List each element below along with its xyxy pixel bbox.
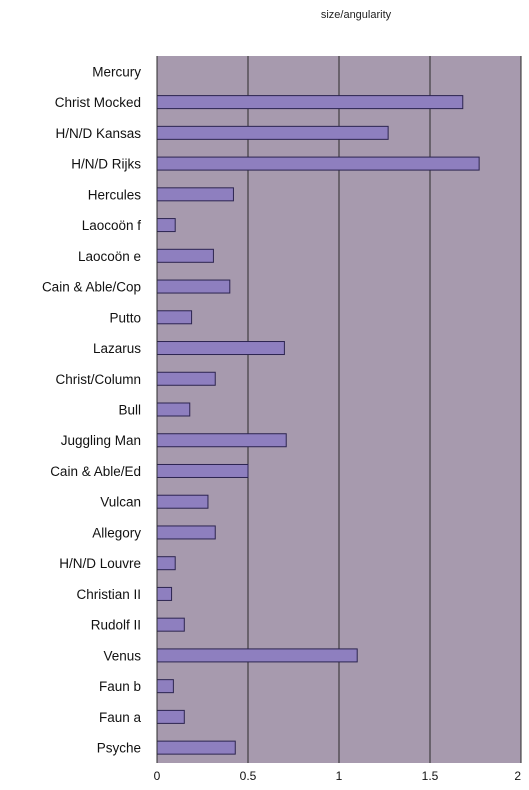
x-tick-label: 2 [514,769,521,783]
bar [156,740,236,755]
bar [156,402,191,417]
bar [156,494,209,509]
bar [156,586,173,601]
bar [156,556,176,571]
bar [156,279,231,294]
category-label: Christ Mocked [55,95,141,110]
x-tick-label: 0 [154,769,161,783]
category-label: H/N/D Louvre [59,556,141,571]
category-label: Laocoön f [82,218,142,233]
category-label: Venus [103,648,141,663]
category-label: H/N/D Rijks [71,157,141,172]
x-tick-label: 1.5 [422,769,439,783]
category-label: Rudolf II [91,618,141,633]
bar [156,433,287,448]
bar [156,310,193,325]
category-label: Christian II [76,587,141,602]
category-label: Allegory [92,525,141,540]
bar [156,525,216,540]
bar [156,648,358,663]
bar [156,341,285,356]
x-tick-label: 0.5 [240,769,257,783]
bars [156,95,480,755]
bar [156,187,234,202]
category-label: Cain & Able/Cop [42,280,141,295]
category-label: Psyche [97,741,141,756]
category-label: Juggling Man [61,433,141,448]
category-label: Bull [118,403,141,418]
x-tick-labels: 0 0.5 1 1.5 2 [154,769,522,783]
category-label: Lazarus [93,341,141,356]
category-labels: Mercury Christ Mocked H/N/D Kansas H/N/D Ri… [42,64,142,755]
grid-lines [247,56,522,763]
category-label: Mercury [92,64,141,79]
category-label: Cain & Able/Ed [50,464,141,479]
chart-title: size/angularity [321,9,392,21]
bar [156,617,185,632]
category-label: Laocoön e [78,249,141,264]
category-label: Vulcan [100,495,141,510]
bar [156,248,214,263]
bar [156,679,174,694]
category-label: Faun a [99,710,142,725]
x-tick-label: 1 [336,769,343,783]
category-label: H/N/D Kansas [55,126,141,141]
bar [156,463,249,478]
bar [156,709,185,724]
category-label: Putto [109,310,141,325]
bar [156,125,389,140]
bar [156,156,480,171]
category-label: Hercules [88,187,142,202]
bar [156,95,464,110]
category-label: Christ/Column [55,372,141,387]
bar [156,218,176,233]
category-label: Faun b [99,679,141,694]
bar [156,371,216,386]
